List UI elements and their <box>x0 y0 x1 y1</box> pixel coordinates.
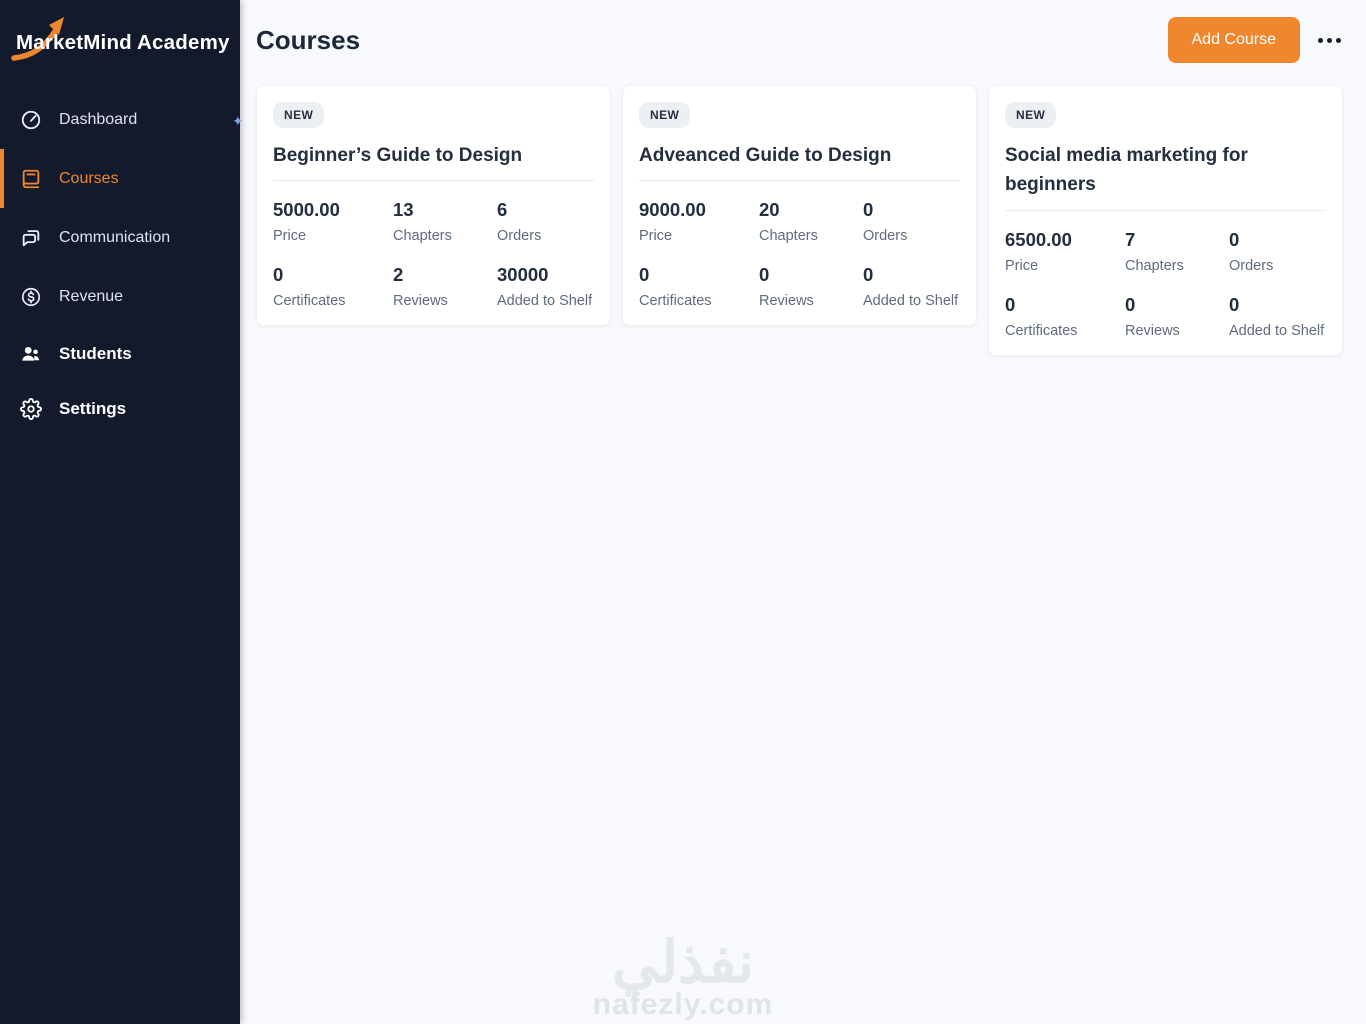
course-stats: 9000.00 Price 20 Chapters 0 Orders 0 Cer… <box>639 199 960 309</box>
stat-label: Orders <box>863 228 908 245</box>
course-card-grid: NEW Beginner’s Guide to Design 5000.00 P… <box>256 85 1343 356</box>
stat-value: 0 <box>1005 293 1016 315</box>
book-icon <box>20 168 42 190</box>
course-title: Beginner’s Guide to Design <box>273 145 523 166</box>
stat-label: Added to Shelf <box>863 293 959 310</box>
stat-orders: 6 Orders <box>497 199 594 244</box>
header-actions: Add Course <box>1167 17 1344 63</box>
stat-value: 0 <box>759 264 770 286</box>
stat-chapters: 13 Chapters <box>393 199 497 244</box>
stat-added-to-shelf: 30000 Added to Shelf <box>497 264 594 309</box>
sidebar-item-label: Courses <box>59 169 119 187</box>
course-stats: 6500.00 Price 7 Chapters 0 Orders 0 Cert… <box>1005 229 1326 339</box>
stat-value: 6 <box>497 199 508 221</box>
stat-value: 0 <box>273 264 284 286</box>
sidebar-item-courses[interactable]: Courses <box>0 149 240 208</box>
stat-label: Chapters <box>759 228 818 245</box>
page-header: Courses Add Course <box>256 0 1343 80</box>
stat-value: 2 <box>393 264 404 286</box>
sidebar-nav: Dashboard Courses Communication <box>0 90 240 436</box>
stat-reviews: 0 Reviews <box>1125 294 1229 339</box>
stat-label: Chapters <box>393 228 452 245</box>
course-card[interactable]: NEW Adveanced Guide to Design 9000.00 Pr… <box>622 85 977 327</box>
sidebar-item-label: Communication <box>59 228 171 246</box>
stat-value: 0 <box>1229 228 1240 250</box>
course-title: Social media marketing for beginners <box>1005 145 1248 196</box>
brand-logo: MarketMind Academy <box>0 0 240 86</box>
stat-value: 0 <box>1229 293 1240 315</box>
sidebar-item-communication[interactable]: Communication <box>0 208 240 267</box>
stat-value: 13 <box>393 199 414 221</box>
stat-value: 0 <box>863 199 874 221</box>
stat-price: 5000.00 Price <box>273 199 393 244</box>
stat-label: Reviews <box>759 293 814 310</box>
gear-icon <box>20 397 42 420</box>
sidebar-item-label: Students <box>59 343 132 363</box>
brand-name: MarketMind Academy <box>16 31 230 54</box>
stat-certificates: 0 Certificates <box>273 264 393 309</box>
sidebar-item-students[interactable]: Students <box>0 326 240 381</box>
stat-value: 0 <box>1125 293 1136 315</box>
stat-orders: 0 Orders <box>1229 229 1326 274</box>
gauge-icon <box>20 109 42 131</box>
course-card[interactable]: NEW Social media marketing for beginners… <box>988 85 1343 356</box>
stat-price: 6500.00 Price <box>1005 229 1125 274</box>
stat-added-to-shelf: 0 Added to Shelf <box>1229 294 1326 339</box>
stat-added-to-shelf: 0 Added to Shelf <box>863 264 960 309</box>
course-card[interactable]: NEW Beginner’s Guide to Design 5000.00 P… <box>256 85 611 327</box>
stat-label: Price <box>639 228 673 245</box>
stat-value: 6500.00 <box>1005 228 1072 250</box>
stat-chapters: 20 Chapters <box>759 199 863 244</box>
stat-certificates: 0 Certificates <box>1005 294 1125 339</box>
stat-label: Certificates <box>273 293 346 310</box>
stat-value: 7 <box>1125 228 1136 250</box>
divider <box>1005 209 1326 211</box>
ellipsis-icon[interactable] <box>1316 32 1343 49</box>
stat-label: Orders <box>497 228 542 245</box>
stat-label: Chapters <box>1125 257 1184 274</box>
divider <box>639 180 960 182</box>
sidebar-item-label: Settings <box>59 398 127 418</box>
sparkle-cursor-icon: ✦ <box>232 113 244 129</box>
sidebar-item-label: Dashboard <box>59 110 138 128</box>
sidebar-item-dashboard[interactable]: Dashboard <box>0 90 240 149</box>
page-title: Courses <box>256 24 361 55</box>
stat-label: Added to Shelf <box>1229 322 1325 339</box>
stat-label: Added to Shelf <box>497 293 593 310</box>
dollar-circle-icon <box>20 286 42 308</box>
stat-value: 9000.00 <box>639 199 706 221</box>
stat-label: Price <box>273 228 307 245</box>
divider <box>273 180 594 182</box>
stat-certificates: 0 Certificates <box>639 264 759 309</box>
course-stats: 5000.00 Price 13 Chapters 6 Orders 0 Cer… <box>273 199 594 309</box>
stat-label: Reviews <box>393 293 448 310</box>
stat-value: 0 <box>863 264 874 286</box>
sidebar: MarketMind Academy Dashboard Courses <box>0 0 240 1024</box>
add-course-button[interactable]: Add Course <box>1167 17 1300 63</box>
stat-label: Price <box>1005 257 1039 274</box>
stat-label: Reviews <box>1125 322 1180 339</box>
stat-value: 20 <box>759 199 780 221</box>
status-badge: NEW <box>639 102 691 128</box>
stat-value: 0 <box>639 264 650 286</box>
status-badge: NEW <box>273 102 325 128</box>
sidebar-item-settings[interactable]: Settings <box>0 381 240 436</box>
stat-price: 9000.00 Price <box>639 199 759 244</box>
stat-reviews: 2 Reviews <box>393 264 497 309</box>
stat-label: Orders <box>1229 257 1274 274</box>
students-icon <box>20 343 42 365</box>
stat-chapters: 7 Chapters <box>1125 229 1229 274</box>
stat-label: Certificates <box>1005 322 1078 339</box>
stat-value: 5000.00 <box>273 199 340 221</box>
chat-bubbles-icon <box>20 227 42 249</box>
stat-value: 30000 <box>497 264 549 286</box>
main-content: ✦ Courses Add Course NEW Beginner’s Guid… <box>232 0 1366 1024</box>
sidebar-item-revenue[interactable]: Revenue <box>0 267 240 326</box>
stat-label: Certificates <box>639 293 712 310</box>
status-badge: NEW <box>1005 102 1057 128</box>
sidebar-item-label: Revenue <box>59 287 124 305</box>
stat-orders: 0 Orders <box>863 199 960 244</box>
course-title: Adveanced Guide to Design <box>639 145 892 166</box>
stat-reviews: 0 Reviews <box>759 264 863 309</box>
